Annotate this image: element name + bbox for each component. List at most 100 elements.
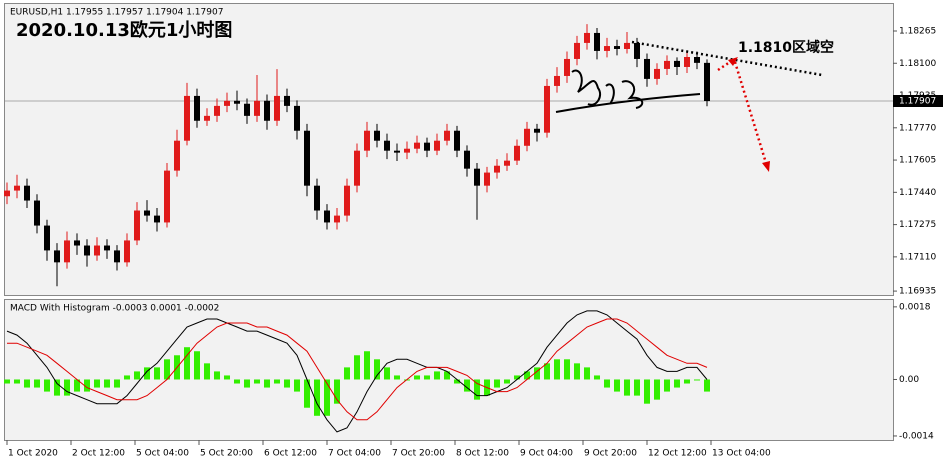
candle-body xyxy=(344,185,350,216)
histogram-bar xyxy=(384,367,390,380)
histogram-bar xyxy=(634,379,640,396)
histogram-bar xyxy=(14,379,20,384)
histogram-bar xyxy=(594,375,600,380)
x-tick-label: 5 Oct 04:00 xyxy=(136,449,189,459)
candle-body xyxy=(444,130,450,141)
histogram-bar xyxy=(94,379,100,388)
candle-body xyxy=(624,42,630,49)
candle-body xyxy=(654,68,660,79)
candle-body xyxy=(364,130,370,151)
macd-label: MACD With Histogram -0.0003 0.0001 -0.00… xyxy=(10,304,219,314)
candle-body xyxy=(184,95,190,141)
histogram-bar xyxy=(264,379,270,388)
histogram-bar xyxy=(564,359,570,380)
x-tick-label: 2 Oct 12:00 xyxy=(72,449,125,459)
y-tick-label: 1.17605 xyxy=(899,156,936,166)
histogram-bar xyxy=(314,379,320,416)
candle-body xyxy=(524,128,530,146)
x-tick-label: 7 Oct 20:00 xyxy=(392,449,445,459)
histogram-bar xyxy=(704,379,710,392)
histogram-bar xyxy=(124,375,130,380)
candle-body xyxy=(514,145,520,161)
candle-body xyxy=(454,130,460,151)
candle-body xyxy=(4,190,10,197)
histogram-bar xyxy=(194,351,200,380)
candle-body xyxy=(14,185,20,191)
histogram-bar xyxy=(354,355,360,380)
histogram-bar xyxy=(544,363,550,380)
candle-body xyxy=(564,58,570,76)
histogram-bar xyxy=(214,371,220,380)
candle-body xyxy=(34,200,40,226)
candle-body xyxy=(144,210,150,216)
candle-body xyxy=(674,60,680,67)
candle-body xyxy=(504,160,510,166)
x-tick-label: 9 Oct 04:00 xyxy=(520,449,573,459)
y-tick-label: 1.17440 xyxy=(899,188,936,198)
histogram-bar xyxy=(364,351,370,380)
candle-body xyxy=(84,245,90,256)
histogram-bar xyxy=(234,379,240,384)
candle-body xyxy=(264,100,270,121)
header-text: EURUSD,H1 1.17955 1.17957 1.17904 1.1790… xyxy=(10,8,223,18)
y-tick-label: 1.17110 xyxy=(899,252,936,262)
candle-body xyxy=(644,58,650,79)
annotation: 1.1810区域空 xyxy=(738,39,834,56)
histogram-bar xyxy=(254,379,260,384)
candle-body xyxy=(434,140,440,151)
x-tick-label: 7 Oct 04:00 xyxy=(328,449,381,459)
histogram-bar xyxy=(474,379,480,400)
candle-body xyxy=(534,128,540,133)
histogram-bar xyxy=(104,379,110,388)
y-tick-label: -0.0014 xyxy=(899,431,934,441)
histogram-bar xyxy=(414,375,420,380)
candle-body xyxy=(284,95,290,106)
candle-body xyxy=(484,172,490,186)
histogram-bar xyxy=(394,375,400,380)
candle-body xyxy=(174,140,180,171)
candle-body xyxy=(494,165,500,173)
x-tick-label: 5 Oct 20:00 xyxy=(200,449,253,459)
histogram-bar xyxy=(244,379,250,388)
macd-line xyxy=(6,310,708,433)
candle-body xyxy=(544,85,550,133)
x-tick-label: 8 Oct 12:00 xyxy=(456,449,509,459)
histogram-bar xyxy=(34,379,40,388)
candle-body xyxy=(234,100,240,104)
histogram-bar xyxy=(694,379,700,381)
candle-body xyxy=(584,32,590,43)
candle-body xyxy=(134,210,140,241)
histogram-bar xyxy=(144,367,150,380)
candle-body xyxy=(594,32,600,51)
histogram-bar xyxy=(504,379,510,384)
histogram-bar xyxy=(134,371,140,380)
candle-body xyxy=(354,150,360,186)
histogram-bar xyxy=(294,379,300,392)
y-tick-label: 1.17770 xyxy=(899,123,936,133)
candle-body xyxy=(44,225,50,251)
candle-body xyxy=(254,100,260,116)
histogram-bar xyxy=(514,375,520,380)
candle-body xyxy=(414,142,420,149)
candle-body xyxy=(214,105,220,116)
candle-body xyxy=(124,240,130,263)
histogram-bar xyxy=(534,367,540,380)
histogram-bar xyxy=(624,379,630,396)
candle-body xyxy=(54,250,60,263)
x-tick-label: 1 Oct 2020 xyxy=(8,449,58,459)
x-tick-label: 9 Oct 20:00 xyxy=(584,449,637,459)
candle-body xyxy=(634,42,640,59)
histogram-bar xyxy=(164,359,170,380)
chart-title: 2020.10.13欧元1小时图 xyxy=(16,19,232,41)
x-tick-label: 6 Oct 12:00 xyxy=(264,449,317,459)
histogram-bar xyxy=(684,379,690,384)
candle-body xyxy=(424,142,430,151)
histogram-bar xyxy=(24,379,30,388)
candle-body xyxy=(684,56,690,67)
plot-layer: 1.182651.181001.179351.177701.176051.174… xyxy=(4,24,943,459)
candle-body xyxy=(554,75,560,86)
candle-body xyxy=(394,150,400,153)
histogram-bar xyxy=(524,371,530,380)
signal-line xyxy=(7,318,708,421)
